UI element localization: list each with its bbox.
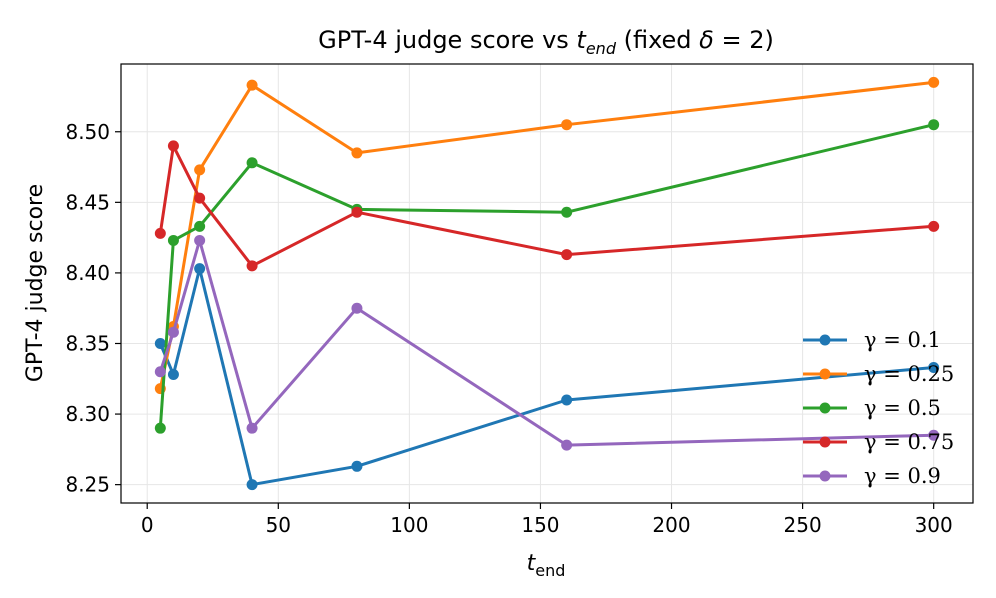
data-point: [351, 302, 363, 314]
data-point: [194, 192, 206, 204]
data-point: [928, 119, 940, 131]
ticks: 0 50 100 150 200 250 300 8.25 8.30 8.35 8.40 8.45 8.…: [65, 120, 952, 537]
series-line: [158, 123, 935, 429]
series-0: [154, 263, 940, 491]
y-tick-label: 8.40: [65, 261, 110, 285]
data-point: [351, 206, 363, 218]
data-point: [246, 157, 258, 169]
legend-item: γ = 0.75: [803, 430, 954, 454]
legend: γ = 0.1 γ = 0.25 γ = 0.5 γ = 0.75 γ = 0.9: [803, 328, 954, 488]
x-axis-label: tend: [527, 551, 566, 580]
series-layer: [154, 76, 940, 491]
legend-item: γ = 0.5: [803, 396, 941, 420]
data-point: [194, 234, 206, 246]
data-point: [246, 479, 258, 491]
data-point: [154, 422, 166, 434]
data-point: [561, 119, 573, 131]
data-point: [928, 220, 940, 232]
data-point: [246, 422, 258, 434]
legend-swatch-marker: [819, 402, 831, 414]
legend-label: γ = 0.5: [864, 396, 941, 420]
legend-label: γ = 0.9: [864, 464, 941, 488]
x-tick-label: 100: [390, 513, 428, 537]
data-point: [194, 263, 206, 275]
data-point: [154, 337, 166, 349]
series-line: [158, 267, 934, 487]
series-2: [154, 119, 940, 434]
data-point: [246, 79, 258, 91]
x-tick-label: 0: [141, 513, 154, 537]
y-tick-label: 8.25: [65, 473, 110, 497]
legend-item: γ = 0.25: [803, 362, 954, 386]
data-point: [246, 260, 258, 272]
data-point: [167, 140, 179, 152]
legend-item: γ = 0.9: [803, 464, 941, 488]
data-point: [561, 206, 573, 218]
data-point: [561, 249, 573, 261]
x-tick-label: 200: [652, 513, 690, 537]
data-point: [194, 220, 206, 232]
data-point: [561, 439, 573, 451]
data-point: [561, 394, 573, 406]
series-4: [154, 234, 940, 451]
data-point: [928, 429, 940, 441]
data-point: [351, 460, 363, 472]
legend-item: γ = 0.1: [803, 328, 941, 352]
data-point: [154, 366, 166, 378]
x-tick-label: 50: [266, 513, 291, 537]
data-point: [351, 147, 363, 159]
x-tick-label: 250: [784, 513, 822, 537]
y-tick-label: 8.35: [65, 331, 110, 355]
y-tick-label: 8.30: [65, 402, 110, 426]
plot-frame: [120, 63, 974, 504]
series-line: [158, 144, 934, 268]
legend-swatch-marker: [819, 368, 831, 380]
y-tick-label: 8.45: [65, 190, 110, 214]
data-point: [154, 227, 166, 239]
legend-label: γ = 0.25: [864, 362, 954, 386]
data-point: [194, 164, 206, 176]
legend-swatch-marker: [819, 334, 831, 346]
y-tick-label: 8.50: [65, 120, 110, 144]
legend-label: γ = 0.75: [864, 430, 954, 454]
data-point: [928, 361, 940, 373]
legend-swatch-marker: [819, 470, 831, 482]
data-point: [167, 326, 179, 338]
grid: [121, 64, 973, 503]
data-point: [928, 76, 940, 88]
legend-swatch-marker: [819, 436, 831, 448]
series-3: [154, 140, 940, 272]
x-tick-label: 300: [915, 513, 953, 537]
y-axis-label: GPT-4 judge score: [23, 184, 48, 382]
chart-title: GPT-4 judge score vs tend (fixed δ = 2): [318, 26, 774, 58]
legend-label: γ = 0.1: [864, 328, 941, 352]
x-tick-label: 150: [521, 513, 559, 537]
data-point: [167, 234, 179, 246]
data-point: [167, 369, 179, 381]
